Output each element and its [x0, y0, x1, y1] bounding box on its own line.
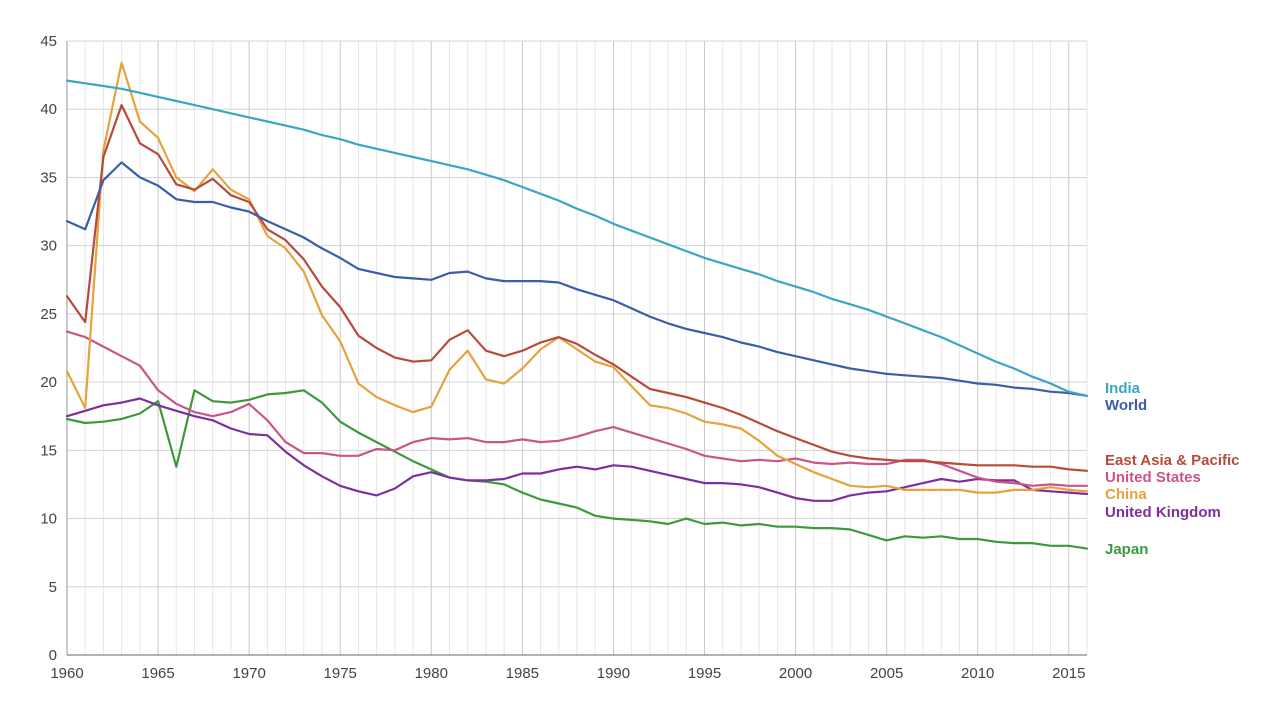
y-tick-label: 40 — [40, 101, 57, 118]
y-tick-label: 30 — [40, 238, 57, 255]
legend-label-world: World — [1105, 397, 1147, 414]
y-tick-label: 15 — [40, 442, 57, 459]
axes: 0 5 10 15 20 25 30 35 40 45 1960 1965 1970 1975 1980 19… — [40, 33, 1087, 682]
series-line-world — [65, 161, 1089, 397]
y-tick-label: 5 — [49, 579, 57, 596]
series-line-japan — [65, 389, 1089, 550]
x-tick-label: 1970 — [232, 665, 265, 682]
x-tick-label: 1985 — [506, 665, 539, 682]
x-tick-label: 1995 — [688, 665, 721, 682]
x-tick-label: 1990 — [597, 665, 630, 682]
y-tick-label: 0 — [49, 647, 57, 664]
x-tick-label: 1960 — [50, 665, 83, 682]
x-tick-label: 2000 — [779, 665, 812, 682]
legend-label-united-states: United States — [1105, 469, 1201, 486]
y-tick-label: 45 — [40, 33, 57, 50]
series-lines — [65, 61, 1089, 550]
y-tick-label: 25 — [40, 306, 57, 323]
y-tick-label: 10 — [40, 511, 57, 528]
x-tick-label: 1980 — [415, 665, 448, 682]
legend-label-japan: Japan — [1105, 541, 1148, 558]
legend-label-east-asia-pacific: East Asia & Pacific — [1105, 452, 1240, 469]
x-tick-label: 1965 — [141, 665, 174, 682]
series-line-united-states — [65, 330, 1089, 487]
legend-label-united-kingdom: United Kingdom — [1105, 504, 1221, 521]
y-tick-label: 20 — [40, 374, 57, 391]
grid-lines — [66, 40, 1088, 656]
x-tick-label: 1975 — [324, 665, 357, 682]
series-line-china — [65, 61, 1089, 494]
series-line-united-kingdom — [65, 397, 1089, 502]
y-tick-label: 35 — [40, 169, 57, 186]
legend-label-india: India — [1105, 380, 1141, 397]
series-line-east-asia-pacific — [65, 103, 1089, 472]
series-line-india — [65, 79, 1089, 397]
x-tick-label: 2005 — [870, 665, 903, 682]
x-tick-label: 2010 — [961, 665, 994, 682]
x-tick-label: 2015 — [1052, 665, 1085, 682]
legend-label-china: China — [1105, 486, 1147, 503]
